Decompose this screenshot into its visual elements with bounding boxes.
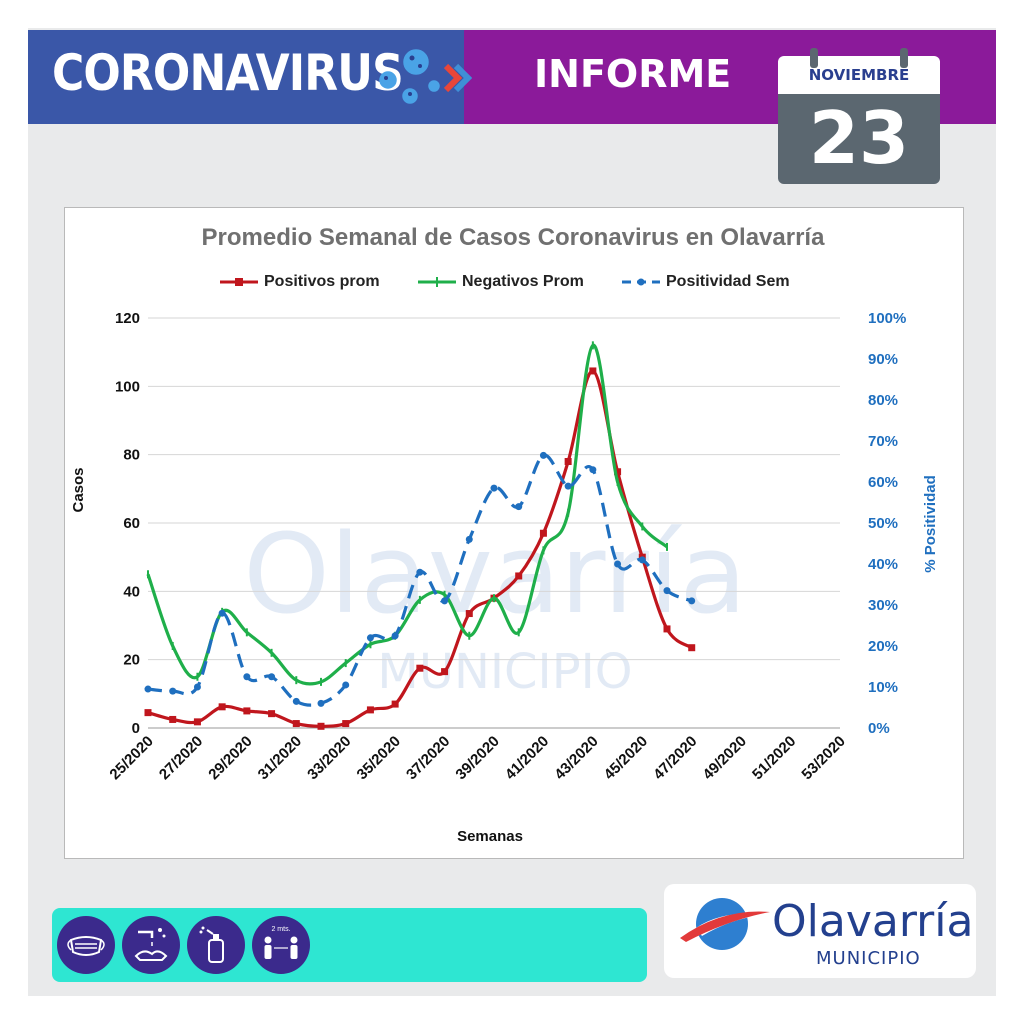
legend-swatch-negativos bbox=[418, 277, 456, 287]
legend-swatch-positivos bbox=[220, 278, 258, 286]
calendar-ring-left bbox=[810, 48, 818, 68]
handwash-icon bbox=[122, 916, 180, 974]
calendar-month: NOVIEMBRE bbox=[808, 66, 910, 84]
distance-icon: 2 mts. bbox=[252, 916, 310, 974]
calendar-badge: NOVIEMBRE 23 bbox=[778, 48, 940, 184]
x-axis-label: Semanas bbox=[457, 828, 523, 845]
legend-swatch-positividad bbox=[622, 278, 660, 286]
legend-label-positividad: Positividad Sem bbox=[666, 273, 790, 290]
distance-label: 2 mts. bbox=[271, 926, 290, 933]
calendar-top bbox=[778, 56, 940, 96]
legend-item-negativos: Negativos Prom bbox=[418, 270, 584, 294]
mask-icon bbox=[57, 916, 115, 974]
legend-label-positivos: Positivos prom bbox=[264, 273, 380, 290]
calendar-body bbox=[778, 94, 940, 184]
legend-label-negativos: Negativos Prom bbox=[462, 273, 584, 290]
y2-axis-label: % Positividad bbox=[922, 475, 939, 573]
calendar-ring-right bbox=[900, 48, 908, 68]
legend-item-positividad: Positividad Sem bbox=[622, 270, 790, 294]
banner-title: CORONAVIRUS bbox=[52, 44, 404, 102]
legend-item-positivos: Positivos prom bbox=[220, 270, 380, 294]
virus-icon bbox=[379, 49, 472, 104]
olavarria-logo-icon bbox=[680, 898, 770, 950]
banner-section: INFORME bbox=[534, 52, 732, 96]
y-axis-label: Casos bbox=[70, 467, 87, 513]
sanitizer-icon bbox=[187, 916, 245, 974]
calendar-day: 23 bbox=[808, 96, 910, 180]
chart-area bbox=[64, 207, 964, 859]
logo-subtitle: MUNICIPIO bbox=[816, 948, 921, 969]
chart-title: Promedio Semanal de Casos Coronavirus en… bbox=[201, 224, 825, 251]
logo-name: Olavarría bbox=[772, 896, 974, 947]
